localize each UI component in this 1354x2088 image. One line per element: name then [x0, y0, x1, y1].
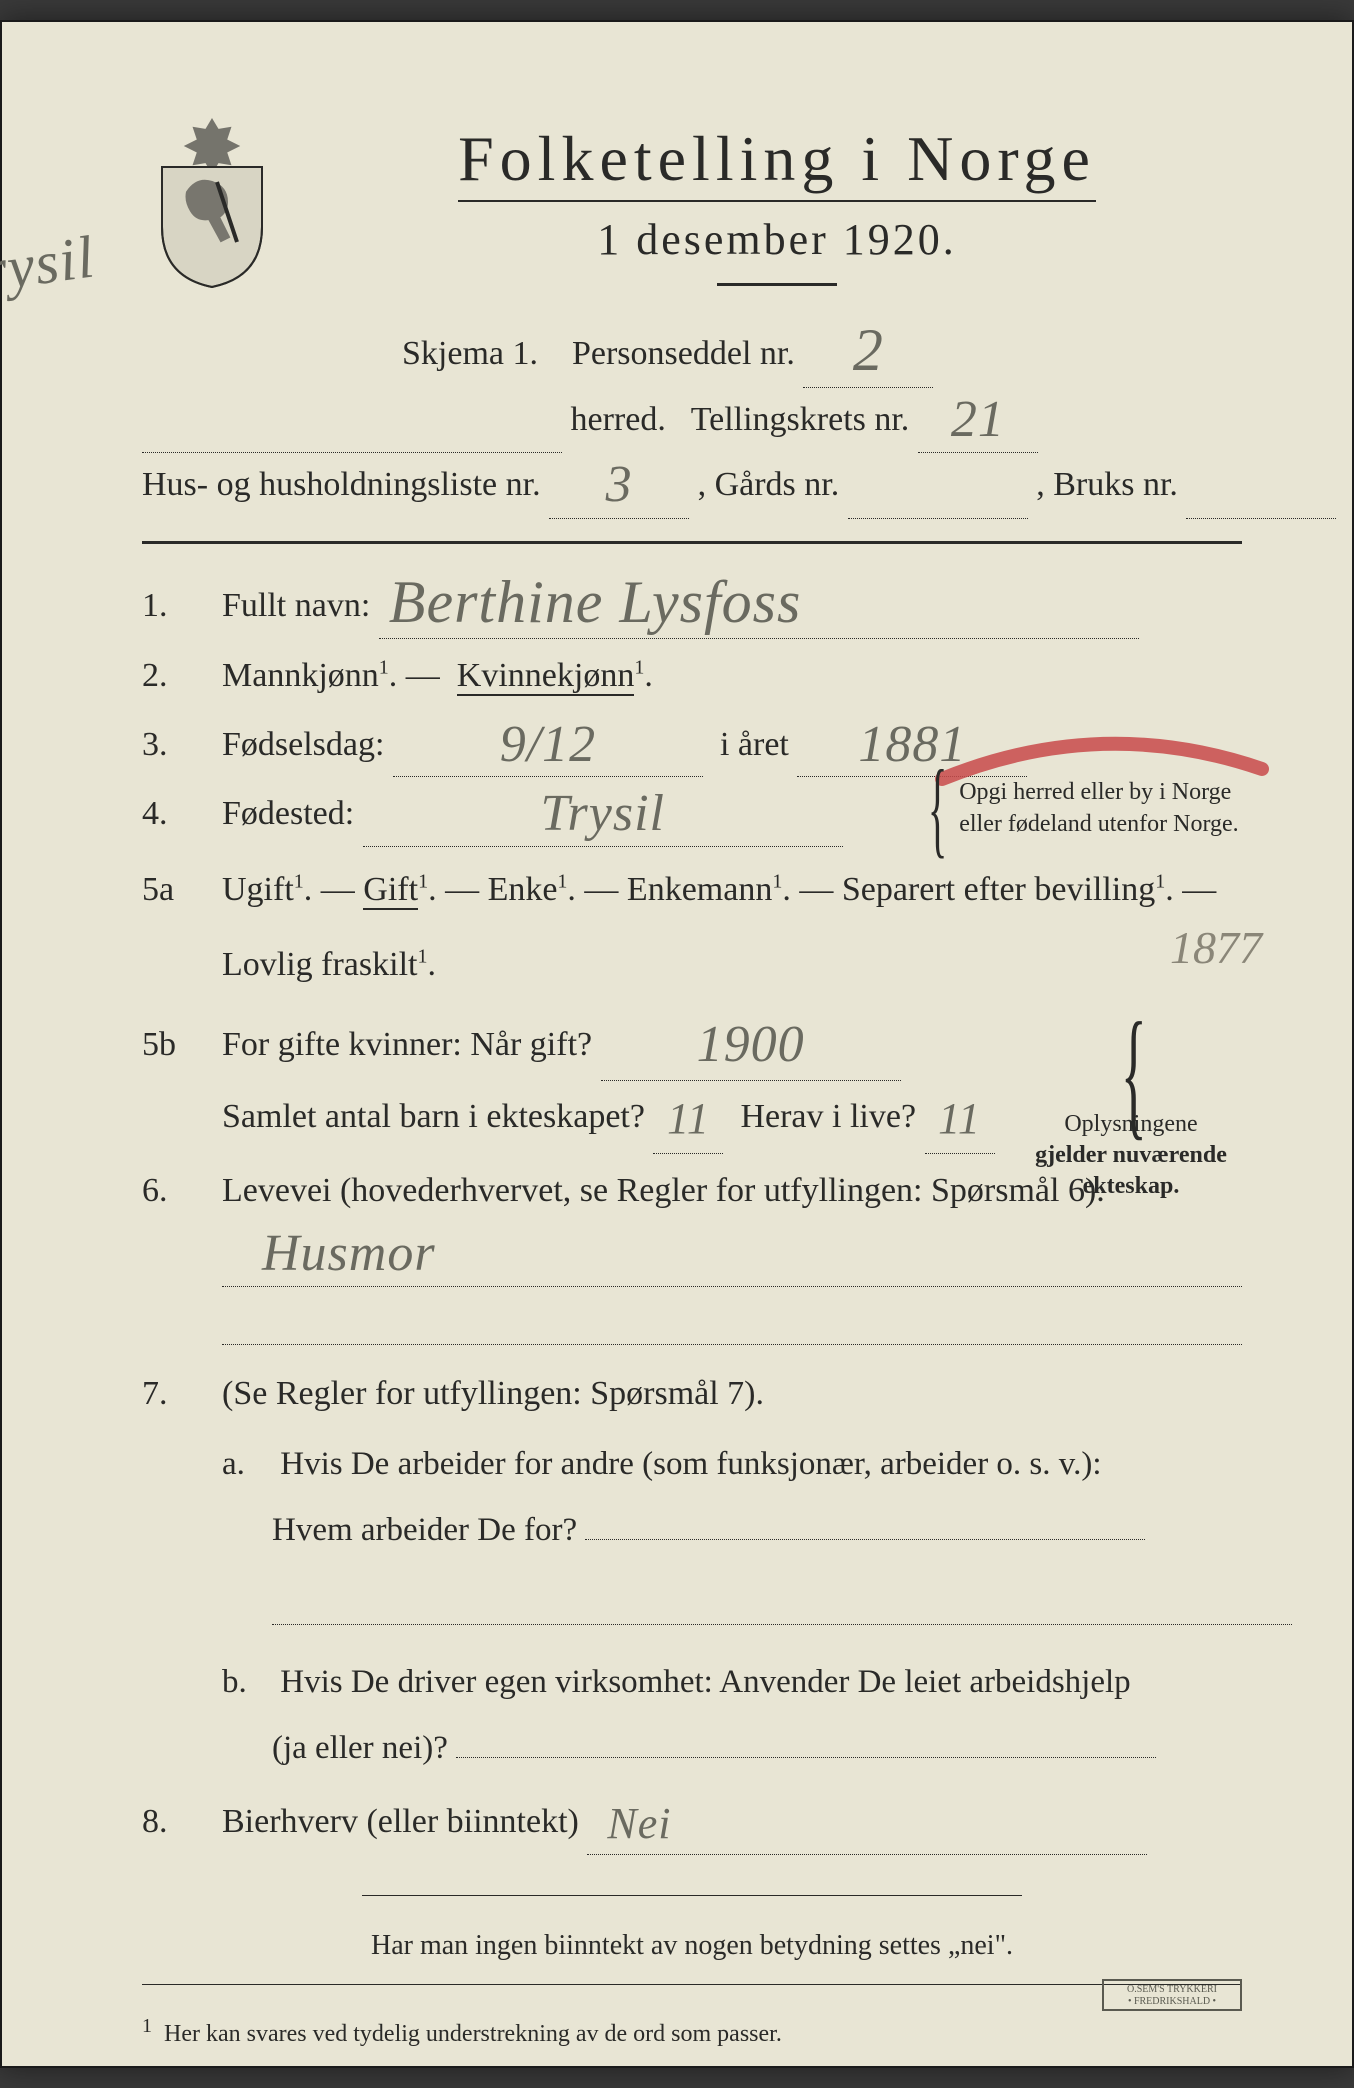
q3: 3. Fødselsdag: 9/12 i året 1881 [142, 714, 1242, 778]
q5b-label3: Herav i live? [740, 1098, 916, 1135]
skjema-line: Skjema 1. Personseddel nr. 2 [402, 320, 1242, 388]
divider [142, 541, 1242, 544]
q1-label: Fullt navn: [222, 587, 370, 624]
q5b-val3: 11 [938, 1101, 981, 1136]
q5b-val2: 11 [667, 1101, 710, 1136]
herred-line: x herred. Tellingskrets nr. 21 [142, 388, 1242, 454]
printer-stamp: O.SEM'S TRYKKERI • FREDRIKSHALD • [1102, 1979, 1242, 2011]
q7b-letter: b. [222, 1649, 272, 1715]
header: Folketelling i Norge 1 desember 1920. [142, 112, 1242, 310]
q5a-opt-4: Separert efter bevilling [842, 871, 1155, 908]
herred-label: herred. [571, 401, 666, 438]
q1-num: 1. [142, 575, 222, 638]
census-form-page: Trysil Folketelling i Norge 1 desember 1… [0, 20, 1354, 2068]
skjema-prefix: Skjema 1. [402, 335, 538, 372]
margin-handwriting: Trysil [0, 232, 97, 299]
q5b-label1: For gifte kvinner: Når gift? [222, 1026, 592, 1063]
q6-num: 6. [142, 1160, 222, 1223]
q7a-line2: Hvem arbeider De for? [272, 1512, 577, 1548]
q8-num: 8. [142, 1791, 222, 1854]
q4-num: 4. [142, 783, 222, 846]
q7-label: (Se Regler for utfyllingen: Spørsmål 7). [222, 1375, 764, 1412]
q5b-label2: Samlet antal barn i ekteskapet? [222, 1098, 645, 1135]
q5b-num: 5b [142, 1014, 222, 1077]
brace-icon: { [928, 776, 947, 841]
subtitle: 1 desember 1920. [312, 214, 1242, 265]
q4-label: Fødested: [222, 795, 354, 832]
q8-value: Nei [607, 1806, 671, 1841]
footnote: 1 Her kan svares ved tydelig understrekn… [142, 2015, 1242, 2048]
divider [362, 1895, 1022, 1896]
q5a-num: 5a [142, 859, 222, 922]
q2-num: 2. [142, 645, 222, 708]
q4-value: Trysil [540, 793, 665, 835]
q7b: b. Hvis De driver egen virksomhet: Anven… [222, 1649, 1242, 1781]
personseddel-label: Personseddel nr. [572, 335, 795, 372]
q1: 1. Fullt navn: Berthine Lysfoss [142, 572, 1242, 639]
q7b-line2: (ja eller nei)? [272, 1730, 448, 1766]
title-block: Folketelling i Norge 1 desember 1920. [312, 112, 1242, 310]
q3-mid: i året [720, 726, 789, 763]
q3-day: 9/12 [500, 724, 596, 766]
tellingskrets-nr: 21 [951, 399, 1005, 441]
q8-label: Bierhverv (eller biinntekt) [222, 1803, 579, 1840]
q3-label: Fødselsdag: [222, 726, 384, 763]
q5a-opt-1: Gift [363, 871, 418, 910]
bruks-label: , Bruks nr. [1036, 466, 1178, 503]
q3-year: 1881 [858, 724, 966, 766]
coat-of-arms-icon [142, 112, 282, 292]
main-title: Folketelling i Norge [458, 122, 1096, 202]
q7-num: 7. [142, 1363, 222, 1426]
pencil-annotation: 1877 [1170, 897, 1262, 998]
hus-line: Hus- og husholdningsliste nr. 3 , Gårds … [142, 453, 1242, 519]
q7a-letter: a. [222, 1431, 272, 1497]
q7: 7. (Se Regler for utfyllingen: Spørsmål … [142, 1363, 1242, 1426]
q7a-line1: Hvis De arbeider for andre (som funksjon… [280, 1446, 1101, 1482]
q2-mann: Mannkjønn [222, 657, 379, 694]
q5b-val1: 1900 [697, 1024, 805, 1066]
q5a-opt-3: Enkemann [627, 871, 772, 908]
q5a: 5a Ugift1. — Gift1. — Enke1. — Enkemann1… [142, 853, 1242, 1003]
hus-label: Hus- og husholdningsliste nr. [142, 466, 541, 503]
personseddel-nr: 2 [853, 326, 884, 374]
brace-icon: { [1121, 1030, 1147, 1116]
q7b-line1: Hvis De driver egen virksomhet: Anvender… [280, 1664, 1130, 1700]
q2: 2. Mannkjønn1. — Kvinnekjønn1. [142, 645, 1242, 708]
q2-kvinne: Kvinnekjønn [457, 657, 635, 696]
q5b: 5b For gifte kvinner: Når gift? 1900 Sam… [142, 1009, 1242, 1154]
q6: 6. Levevei (hovederhvervet, se Regler fo… [142, 1160, 1242, 1345]
q3-num: 3. [142, 714, 222, 777]
gards-label: , Gårds nr. [698, 466, 840, 503]
hus-nr: 3 [606, 464, 633, 506]
footer-note: Har man ingen biinntekt av nogen betydni… [142, 1930, 1242, 1962]
q8: 8. Bierhverv (eller biinntekt) Nei [142, 1791, 1242, 1855]
q5a-opt-0: Ugift [222, 871, 294, 908]
tellingskrets-label: Tellingskrets nr. [691, 401, 910, 438]
q5a-opt-5: Lovlig fraskilt [222, 946, 417, 983]
q4: 4. Fødested: Trysil { Opgi herred eller … [142, 783, 1242, 847]
q4-sidenote: { Opgi herred eller by i Norge eller fød… [916, 777, 1246, 839]
q6-label: Levevei (hovederhvervet, se Regler for u… [222, 1172, 1105, 1209]
divider [142, 1984, 1242, 1985]
q7a: a. Hvis De arbeider for andre (som funks… [222, 1431, 1242, 1625]
q6-value: Husmor [262, 1233, 436, 1275]
divider [717, 283, 837, 286]
q1-value: Berthine Lysfoss [389, 578, 802, 626]
q5a-opt-2: Enke [488, 871, 558, 908]
